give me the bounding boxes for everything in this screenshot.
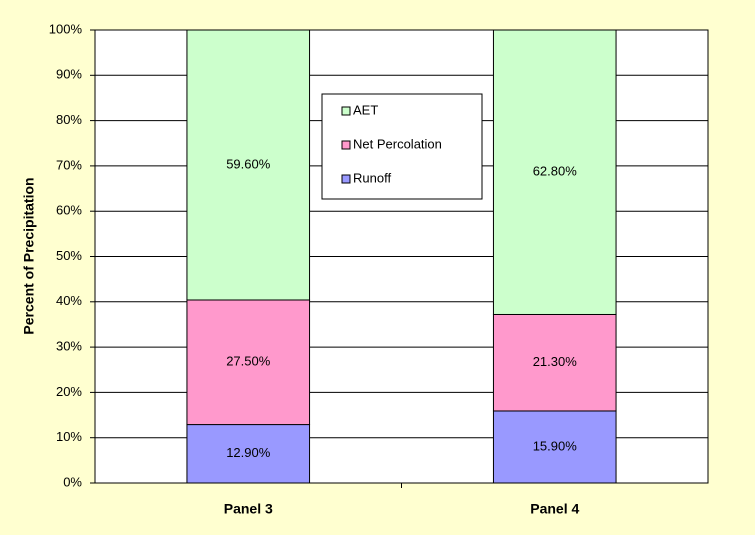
data-label: 15.90%	[533, 438, 578, 453]
x-tick-label: Panel 3	[224, 501, 273, 517]
bar-segment	[186, 299, 311, 426]
bar-segment	[186, 424, 311, 484]
data-label: 12.90%	[226, 445, 271, 460]
y-tick-label: 80%	[56, 112, 82, 127]
y-tick-label: 90%	[56, 67, 82, 82]
data-label: 59.60%	[226, 156, 271, 171]
y-tick-label: 20%	[56, 384, 82, 399]
legend-swatch	[341, 140, 351, 150]
data-label: 27.50%	[226, 354, 271, 369]
legend-swatch	[341, 106, 351, 116]
y-tick-label: 0%	[63, 474, 82, 489]
y-tick-label: 40%	[56, 293, 82, 308]
y-tick-label: 50%	[56, 248, 82, 263]
x-tick-label: Panel 4	[530, 501, 579, 517]
data-label: 21.30%	[533, 354, 578, 369]
legend-label: Net Percolation	[353, 136, 442, 151]
y-tick-label: 10%	[56, 429, 82, 444]
bar-segment	[492, 313, 617, 412]
bar-segment	[186, 29, 311, 301]
legend-swatch	[341, 174, 351, 184]
y-tick-label: 30%	[56, 339, 82, 354]
y-tick-label: 60%	[56, 203, 82, 218]
legend-label: AET	[353, 102, 378, 117]
plot-border	[94, 29, 709, 484]
y-axis-label: Percent of Precipitation	[21, 177, 37, 334]
data-label: 62.80%	[533, 164, 578, 179]
bar-segment	[492, 29, 617, 315]
y-tick-label: 100%	[49, 21, 83, 36]
legend-label: Runoff	[353, 170, 391, 185]
y-tick-label: 70%	[56, 157, 82, 172]
